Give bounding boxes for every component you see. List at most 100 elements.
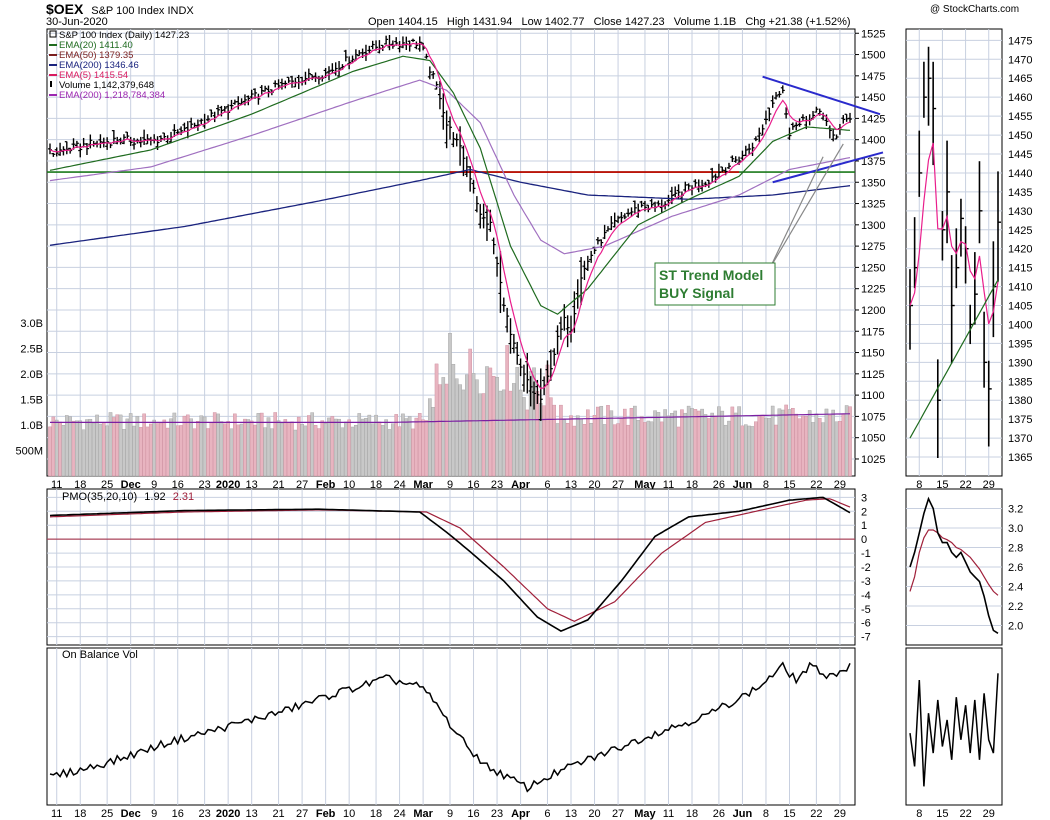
x-tick-label: 25: [101, 479, 113, 491]
annotation-line-2: BUY Signal: [659, 285, 734, 301]
volume-bar: [643, 422, 647, 477]
x-tick-label: Jun: [733, 479, 753, 491]
pmo-y-tick-label: -4: [861, 590, 871, 602]
volume-bar: [828, 414, 832, 477]
volume-bar: [249, 420, 254, 477]
volume-bar: [696, 410, 701, 477]
zoom-y-tick-label: 1390: [1008, 357, 1032, 369]
x-tick-label: 8: [763, 808, 769, 820]
x-tick-label: 25: [101, 808, 113, 820]
y-tick-label: 1275: [861, 241, 885, 253]
volume-bar: [542, 405, 546, 477]
volume-bar: [296, 416, 301, 477]
volume-bar: [290, 421, 294, 477]
x-tick-label: 13: [565, 808, 577, 820]
volume-bar: [770, 405, 775, 477]
y-tick-label: 1025: [861, 454, 885, 466]
volume-bar: [65, 415, 69, 477]
volume-bar: [488, 367, 493, 477]
legend-swatch: [50, 81, 52, 87]
volume-bar: [727, 420, 731, 477]
volume-bar: [508, 390, 513, 477]
volume-bar: [118, 414, 123, 477]
volume-bar: [125, 418, 130, 477]
volume-bar: [512, 383, 516, 477]
annotation-line-1: ST Trend Model: [659, 267, 763, 283]
pmo-signal-line: [49, 498, 851, 622]
x-tick-label: 16: [172, 479, 184, 491]
y-tick-label: 1125: [861, 369, 885, 381]
volume-bar: [434, 363, 439, 477]
x-tick-label: 6: [544, 479, 550, 491]
volume-bar: [723, 424, 728, 477]
y-tick-label: 1075: [861, 411, 885, 423]
x-tick-label: 11: [663, 808, 674, 820]
x-tick-label: 6: [544, 808, 550, 820]
y-tick-label: 1350: [861, 177, 885, 189]
x-tick-label: 29: [834, 479, 846, 491]
volume-bar: [397, 426, 402, 477]
volume-bar: [236, 424, 241, 477]
x-tick-label: 21: [272, 479, 284, 491]
volume-bar: [757, 414, 762, 477]
volume-bar: [337, 418, 341, 477]
x-tick-label: 18: [74, 808, 86, 820]
zoom-x-tick-label: 8: [916, 479, 922, 491]
x-tick-label: 20: [588, 808, 600, 820]
x-tick-label: 18: [686, 808, 698, 820]
volume-bar: [589, 422, 593, 477]
ticker-name: S&P 100 Index INDX: [91, 5, 194, 17]
panel-frame-2: [46, 647, 856, 806]
volume-bar: [138, 427, 143, 477]
volume-bar: [579, 418, 583, 477]
volume-bar: [431, 407, 435, 477]
x-tick-label: Feb: [316, 808, 336, 820]
volume-bar: [592, 415, 597, 477]
volume-bar: [475, 379, 479, 477]
zoom-pmo-tick-label: 2.8: [1008, 543, 1023, 555]
zoom-x-tick-label: 8: [916, 808, 922, 820]
zoom-y-tick-label: 1365: [1008, 452, 1032, 464]
zoom-y-tick-label: 1370: [1008, 433, 1032, 445]
volume-bar: [498, 390, 503, 477]
x-tick-label: 11: [51, 808, 62, 820]
x-tick-label: 20: [588, 479, 600, 491]
zoom-x-tick-label: 29: [983, 479, 995, 491]
volume-bar: [821, 422, 825, 477]
panel-frame-3: [905, 28, 1003, 477]
volume-bar: [565, 422, 570, 477]
volume-bar: [639, 416, 644, 477]
volume-bar: [162, 419, 167, 477]
ema20-line: [49, 55, 851, 315]
zoom-pmo-tick-label: 2.4: [1008, 582, 1023, 594]
zoom-ema20-line: [909, 279, 999, 439]
volume-bar: [619, 417, 624, 477]
y-tick-label: 1100: [861, 390, 885, 402]
volume-bar: [411, 428, 415, 477]
x-tick-label: 22: [810, 479, 822, 491]
volume-bar: [767, 417, 772, 477]
y-tick-label: 1200: [861, 305, 885, 317]
volume-bar: [182, 415, 187, 477]
y-tick-label: 1050: [861, 433, 885, 445]
legend-entry: EMA(20) 1411.40: [59, 40, 133, 51]
zoom-y-tick-label: 1435: [1008, 187, 1032, 199]
volume-bar: [135, 416, 140, 477]
volume-bar: [653, 410, 657, 477]
zoom-y-tick-label: 1430: [1008, 206, 1032, 218]
volume-bar: [380, 425, 385, 477]
volume-bar: [626, 424, 630, 477]
volume-bar: [320, 420, 325, 477]
volume-bar: [280, 422, 284, 477]
volume-bar: [384, 419, 388, 477]
x-tick-label: 23: [198, 808, 210, 820]
y-tick-label: 1300: [861, 220, 885, 232]
volume-bar: [458, 384, 462, 477]
volume-bar: [327, 417, 331, 477]
volume-bar: [115, 414, 120, 477]
volume-bar: [364, 418, 368, 477]
volume-bar: [471, 373, 476, 477]
volume-bar: [71, 420, 76, 477]
x-tick-label: Dec: [121, 808, 141, 820]
volume-bar: [824, 408, 829, 477]
